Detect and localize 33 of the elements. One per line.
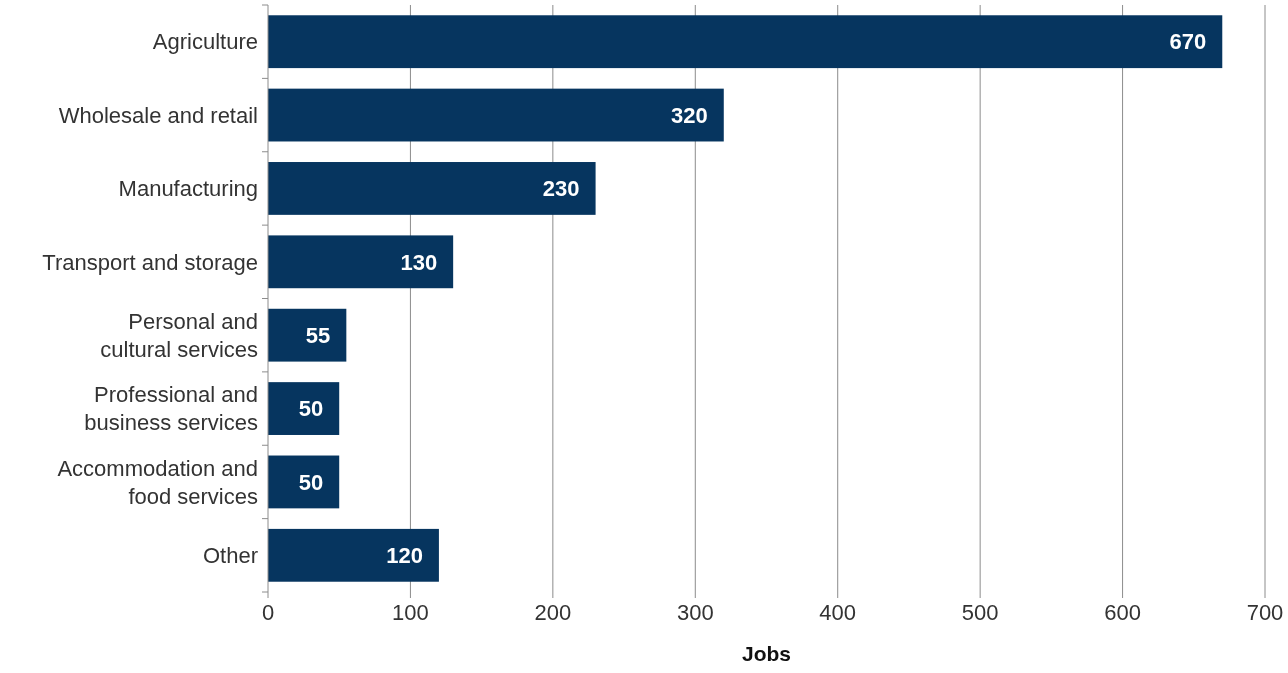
bar	[268, 15, 1223, 69]
y-tick-label: Transport and storage	[42, 249, 258, 275]
x-tick-label: 400	[819, 600, 857, 625]
bar	[268, 235, 454, 289]
y-tick-label: Wholesale and retail	[58, 102, 258, 128]
y-tick-label: Professional and business services	[84, 382, 258, 436]
x-tick-label: 200	[534, 600, 572, 625]
x-tick-label: 700	[1246, 600, 1284, 625]
bar	[268, 88, 724, 142]
x-tick-label: 0	[261, 600, 275, 625]
data-label: 130	[400, 249, 438, 275]
x-tick-label: 600	[1104, 600, 1141, 625]
bar	[268, 162, 596, 215]
y-tick-label: Personal and cultural services	[100, 308, 258, 362]
data-label: 55	[305, 322, 331, 348]
data-label: 230	[542, 176, 580, 202]
y-tick-label: Other	[202, 543, 258, 569]
bar	[268, 308, 347, 362]
y-tick-label: Accommodation and food services	[57, 455, 258, 509]
x-tick-label: 100	[392, 600, 429, 625]
x-tick-label: 500	[961, 600, 999, 625]
data-label: 50	[298, 396, 324, 422]
data-label: 320	[671, 102, 708, 128]
bar	[268, 528, 439, 582]
x-axis-title: Jobs	[741, 642, 792, 665]
y-tick-label: Manufacturing	[118, 176, 258, 202]
data-label: 670	[1169, 29, 1207, 55]
data-label: 120	[386, 543, 423, 569]
bar	[268, 455, 340, 509]
data-label: 50	[298, 469, 324, 495]
bar	[268, 382, 340, 435]
x-tick-label: 300	[676, 600, 714, 625]
y-tick-label: Agriculture	[152, 29, 258, 55]
